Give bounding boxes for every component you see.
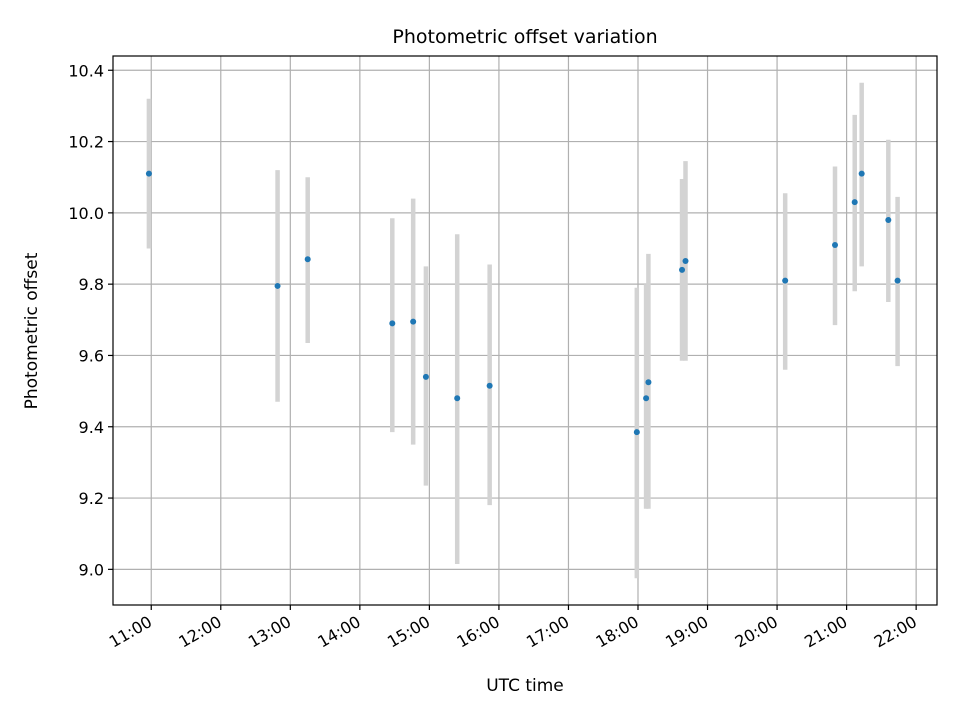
data-point: [486, 382, 493, 389]
data-point: [832, 241, 839, 248]
data-point: [422, 373, 429, 380]
data-point: [274, 282, 281, 289]
data-point: [643, 395, 650, 402]
data-point: [389, 320, 396, 327]
data-point: [894, 277, 901, 284]
y-tick-label: 10.2: [68, 133, 104, 152]
y-axis-ticks: 9.0 9.2 9.4 9.6 9.8 10.0 10.2 10.4: [68, 61, 113, 579]
y-tick-label: 9.2: [79, 489, 104, 508]
data-point: [682, 257, 689, 264]
y-tick-label: 10.4: [68, 61, 104, 80]
y-tick-label: 9.6: [79, 346, 104, 365]
chart-title: Photometric offset variation: [392, 26, 657, 48]
y-axis-label: Photometric offset: [22, 252, 42, 409]
data-point: [679, 266, 686, 273]
data-point: [145, 170, 152, 177]
y-tick-label: 9.8: [79, 275, 104, 294]
data-point: [645, 379, 652, 386]
y-tick-label: 10.0: [68, 204, 104, 223]
data-point: [858, 170, 865, 177]
plot-frame: [112, 55, 938, 606]
data-point: [410, 318, 417, 325]
data-point: [885, 216, 892, 223]
data-point: [851, 199, 858, 206]
x-axis-label: UTC time: [486, 676, 564, 696]
y-tick-label: 9.4: [79, 418, 104, 437]
data-point: [782, 277, 789, 284]
data-point: [633, 429, 640, 436]
data-point: [304, 256, 311, 263]
data-points: [145, 170, 901, 436]
y-tick-label: 9.0: [79, 560, 104, 579]
grid: [113, 56, 937, 605]
data-point: [454, 395, 461, 402]
